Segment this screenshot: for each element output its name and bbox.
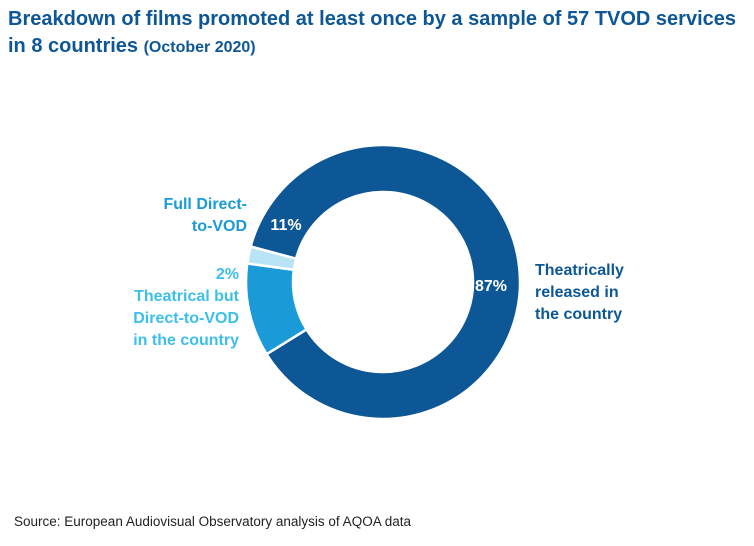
value-label-full-direct-to-vod: 11% xyxy=(270,217,301,234)
category-label-theatrical-but-direct-to-vod-in-the-country: Theatrical but Direct-to-VOD in the countr… xyxy=(133,288,239,349)
source-note: Source: European Audiovisual Observatory… xyxy=(14,514,411,529)
category-label-theatrically-released-in-the-country: Theatrically released in the country xyxy=(535,262,624,323)
value-label-theatrically-released-in-the-country: 87% xyxy=(475,278,507,295)
value-label-theatrical-but-direct-to-vod-in-the-country: 2% xyxy=(216,266,239,283)
chart-title: Breakdown of films promoted at least onc… xyxy=(8,6,748,61)
slice-theatrically-released-in-the-country xyxy=(249,143,522,421)
slice-theatrical-but-direct-to-vod-in-the-country xyxy=(245,245,298,272)
chart-title-period: (October 2020) xyxy=(143,39,256,56)
chart-title-main: Breakdown of films promoted at least onc… xyxy=(8,8,737,57)
category-label-full-direct-to-vod: Full Direct-to-VOD xyxy=(163,196,247,235)
